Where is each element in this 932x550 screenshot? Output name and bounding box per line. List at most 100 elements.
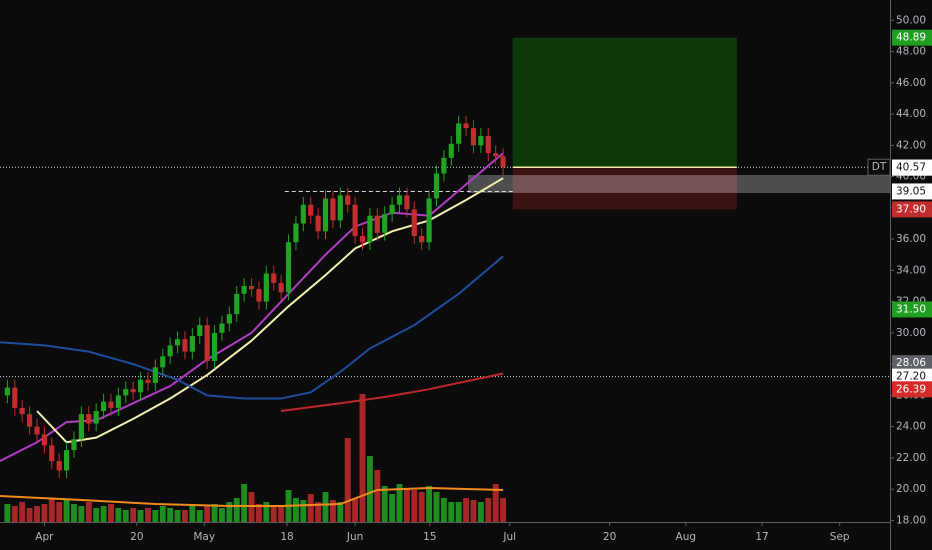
- price-label-bg: [892, 355, 932, 372]
- volume-bar: [130, 508, 137, 522]
- volume-bar: [26, 508, 33, 522]
- volume-bar: [63, 500, 70, 522]
- volume-bar: [322, 492, 329, 522]
- volume-bar: [270, 506, 277, 522]
- candle-body: [167, 345, 173, 357]
- volume-bar: [122, 510, 129, 522]
- price-label: 37.90: [896, 203, 926, 215]
- price-label-bg: [892, 201, 932, 218]
- candle-body: [189, 336, 195, 352]
- volume-bar: [455, 502, 462, 522]
- candle-body: [34, 426, 40, 435]
- price-label: 27.20: [896, 371, 926, 383]
- volume-bar: [34, 506, 40, 522]
- price-label-bg: [892, 381, 932, 398]
- candle-body: [41, 434, 47, 446]
- volume-bar: [48, 498, 55, 522]
- candle-body: [308, 204, 314, 216]
- volume-bar: [204, 506, 211, 522]
- x-tick-label: Jun: [346, 531, 363, 543]
- price-label-bg: [892, 159, 932, 176]
- price-label-bg: [892, 29, 932, 46]
- candle-body: [271, 273, 277, 283]
- x-tick-label: 20: [603, 531, 616, 543]
- volume-bar: [485, 498, 492, 522]
- volume-bar: [344, 438, 351, 522]
- volume-bar: [403, 488, 410, 522]
- y-tick-label: 20.00: [896, 483, 926, 495]
- price-label: 48.89: [896, 32, 926, 44]
- y-tick-label: 44.00: [896, 108, 926, 120]
- y-tick-label: 42.00: [896, 139, 926, 151]
- symbol-tag: [867, 158, 891, 176]
- y-tick-label: 24.00: [896, 421, 926, 433]
- volume-bar: [292, 498, 299, 522]
- volume-bar: [433, 492, 440, 522]
- volume-bar: [226, 502, 233, 522]
- candle-body: [441, 157, 447, 174]
- highlight: [468, 175, 890, 193]
- volume-bar: [145, 508, 151, 522]
- candle-body: [174, 339, 181, 346]
- volume-bar: [4, 504, 11, 522]
- candle-body: [478, 135, 484, 146]
- volume-bar: [189, 504, 196, 522]
- volume-bar: [11, 506, 18, 522]
- candle-body: [337, 195, 343, 221]
- candle-body: [493, 153, 499, 157]
- y-tick-label: 48.00: [896, 46, 926, 58]
- candle-body: [130, 389, 136, 393]
- candle-body: [278, 282, 284, 293]
- price-label: 31.50: [896, 303, 926, 315]
- candle-body: [345, 195, 351, 205]
- candle-body: [12, 387, 18, 408]
- price-label: 28.06: [896, 357, 926, 369]
- candle-body: [463, 123, 469, 129]
- volume-ma: [0, 486, 504, 507]
- candle-body: [382, 214, 388, 233]
- candle-body: [433, 173, 440, 199]
- candle-body: [456, 123, 462, 144]
- volume-bar: [233, 498, 240, 522]
- volume-bar: [389, 494, 396, 522]
- volume-bar: [374, 470, 381, 522]
- y-tick-label: 50.00: [896, 14, 926, 26]
- volume-bar: [263, 502, 270, 522]
- candle-body: [78, 414, 84, 440]
- x-tick-label: Jul: [502, 531, 516, 543]
- candle-body: [500, 156, 506, 168]
- symbol-label: DT: [872, 161, 887, 173]
- volume-bar: [255, 504, 262, 522]
- volume-bar: [426, 486, 433, 522]
- candle-body: [367, 215, 373, 243]
- price-label: 40.57: [896, 162, 926, 174]
- volume-bar: [56, 502, 63, 522]
- x-tick-label: Sep: [830, 531, 850, 543]
- volume-bar: [159, 506, 166, 522]
- candle-body: [100, 401, 107, 412]
- candle-body: [71, 439, 77, 451]
- x-tick-label: Apr: [35, 531, 54, 543]
- volume-bar: [108, 504, 114, 522]
- candle-body: [56, 461, 62, 471]
- y-tick-label: 34.00: [896, 264, 926, 276]
- candle-body: [204, 325, 210, 362]
- volume-bar: [500, 498, 507, 522]
- volume-bar: [477, 502, 484, 522]
- candle-body: [485, 135, 491, 154]
- candle-body: [389, 204, 395, 215]
- candle-body: [448, 143, 454, 158]
- volume-bar: [218, 508, 225, 522]
- moving-average: [0, 255, 504, 400]
- candle-body: [219, 323, 225, 333]
- volume-bar: [181, 510, 188, 522]
- candle-body: [293, 223, 299, 243]
- volume-bar: [492, 484, 499, 522]
- candle-body: [470, 128, 477, 146]
- candle-body: [315, 215, 321, 232]
- candle-body: [234, 293, 240, 315]
- y-tick-label: 22.00: [896, 452, 926, 464]
- candle-body: [285, 242, 292, 293]
- candle-body: [322, 198, 329, 232]
